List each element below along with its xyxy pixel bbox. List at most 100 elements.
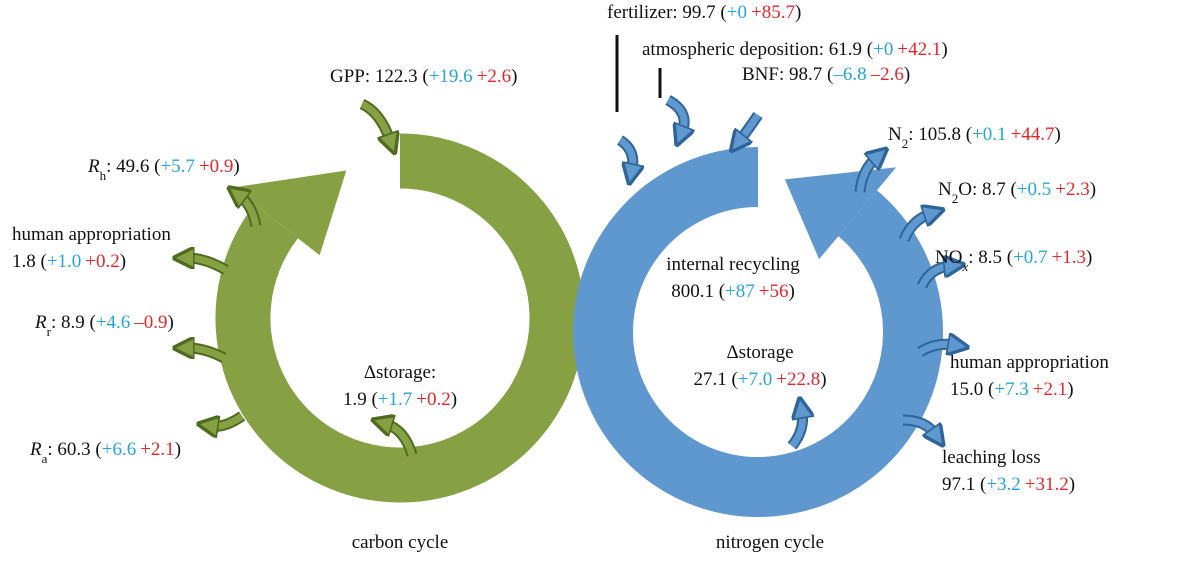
label-part: +87	[725, 281, 755, 302]
label-part: –0.9	[133, 312, 167, 333]
label-part: +3.2	[986, 474, 1020, 495]
label-part: +0.1	[972, 124, 1006, 145]
label: Ra: 60.3 (+6.6 +2.1)	[29, 439, 181, 466]
label-part: +2.6	[477, 66, 511, 87]
label-part: )	[788, 281, 794, 302]
label-part: +0	[873, 39, 893, 60]
label-part: human appropriation	[950, 352, 1109, 373]
label-part: human appropriation	[12, 224, 171, 245]
label-part: )	[1055, 124, 1061, 145]
label-part: +7.0	[738, 369, 772, 390]
label: Δstorage:	[364, 362, 436, 383]
label-part: 97.1 (	[942, 474, 986, 495]
label-part: h	[100, 168, 107, 183]
label-part: : 105.8 (	[908, 124, 972, 145]
label-part: x	[961, 259, 968, 274]
label-part: )	[1067, 379, 1073, 400]
label-part: internal recycling	[666, 254, 800, 275]
label: nitrogen cycle	[716, 532, 824, 553]
label-part: )	[511, 66, 517, 87]
label-part: fertilizer: 99.7 (	[607, 2, 727, 23]
label-part: +0.5	[1017, 179, 1051, 200]
label-part: +0.9	[199, 156, 233, 177]
label-part: 1.9 (	[343, 389, 378, 410]
flux-arrow	[740, 113, 761, 140]
label-part: +1.0	[47, 251, 81, 272]
label: 27.1 (+7.0 +22.8)	[693, 369, 826, 390]
label: BNF: 98.7 (–6.8 –2.6)	[742, 64, 910, 85]
label-part: )	[175, 439, 181, 460]
label: leaching loss	[942, 447, 1041, 468]
label-part: +2.1	[140, 439, 174, 460]
flux-arrow	[386, 424, 416, 457]
label-part: 2	[902, 136, 909, 151]
label: GPP: 122.3 (+19.6 +2.6)	[330, 66, 517, 87]
label-part: r	[47, 324, 52, 339]
label: N2: 105.8 (+0.1 +44.7)	[888, 124, 1061, 151]
label: 800.1 (+87 +56)	[671, 281, 795, 302]
label-part: R	[34, 312, 47, 333]
label-part: 1.8 (	[12, 251, 47, 272]
label-part: )	[1086, 247, 1092, 268]
label-part: : 49.6 (	[106, 156, 160, 177]
label-part: )	[904, 64, 910, 85]
label-part: )	[820, 369, 826, 390]
label-part: )	[233, 156, 239, 177]
label-part: BNF: 98.7 (	[742, 64, 833, 85]
label-part: +0.2	[85, 251, 119, 272]
label-part: –6.8	[832, 64, 866, 85]
label-part: O: 8.7 (	[958, 179, 1017, 200]
label-part: +6.6	[102, 439, 136, 460]
label: Rr: 8.9 (+4.6 –0.9)	[34, 312, 174, 339]
label-part: +1.3	[1052, 247, 1086, 268]
flux-arrow	[617, 137, 633, 170]
label-part: : 8.5 (	[968, 247, 1013, 268]
label-part: leaching loss	[942, 447, 1041, 468]
label-part: )	[941, 39, 947, 60]
flux-arrow	[900, 214, 930, 242]
nitrogen-ring	[573, 147, 943, 517]
label-part: +0.2	[416, 389, 450, 410]
label-part: nitrogen cycle	[716, 532, 824, 553]
label: N2O: 8.7 (+0.5 +2.3)	[938, 179, 1096, 206]
labels: GPP: 122.3 (+19.6 +2.6) Rh: 49.6 (+5.7 +0.9…	[12, 2, 1109, 553]
label-part: –2.6	[870, 64, 904, 85]
flux-arrow	[856, 158, 876, 193]
label-part: +1.7	[378, 389, 412, 410]
label-part: 27.1 (	[693, 369, 737, 390]
label-part: +85.7	[751, 2, 795, 23]
label-part: +7.3	[994, 379, 1028, 400]
label: internal recycling	[666, 254, 800, 275]
label: human appropriation	[950, 352, 1109, 373]
label-part: )	[168, 312, 174, 333]
label-part: +56	[759, 281, 789, 302]
label-part: )	[795, 2, 801, 23]
label-part: 800.1 (	[671, 281, 725, 302]
label-part: +0.7	[1013, 247, 1047, 268]
label-part: +44.7	[1011, 124, 1055, 145]
flux-arrow	[918, 266, 950, 288]
label-part: +2.3	[1055, 179, 1089, 200]
label-part: a	[42, 451, 48, 466]
nitrogen-ring-head	[784, 167, 897, 260]
label: human appropriation	[12, 224, 171, 245]
label-part: +42.1	[897, 39, 941, 60]
flux-arrow	[240, 196, 260, 227]
label-part: : 8.9 (	[51, 312, 96, 333]
label-part: 2	[952, 191, 959, 206]
label-part: GPP: 122.3 (	[330, 66, 429, 87]
flux-arrow	[789, 412, 803, 449]
label-part: N	[938, 179, 952, 200]
flux-arrow	[188, 258, 228, 274]
label-part: +5.7	[160, 156, 194, 177]
label-part: carbon cycle	[352, 532, 449, 553]
label-part: : 60.3 (	[47, 439, 101, 460]
label-part: )	[1090, 179, 1096, 200]
carbon-ring	[215, 133, 585, 503]
label-part: NO	[935, 247, 962, 268]
carbon-ring-head	[232, 170, 347, 256]
label: 1.8 (+1.0 +0.2)	[12, 251, 126, 272]
label: 1.9 (+1.7 +0.2)	[343, 389, 457, 410]
flux-arrow	[918, 344, 954, 352]
